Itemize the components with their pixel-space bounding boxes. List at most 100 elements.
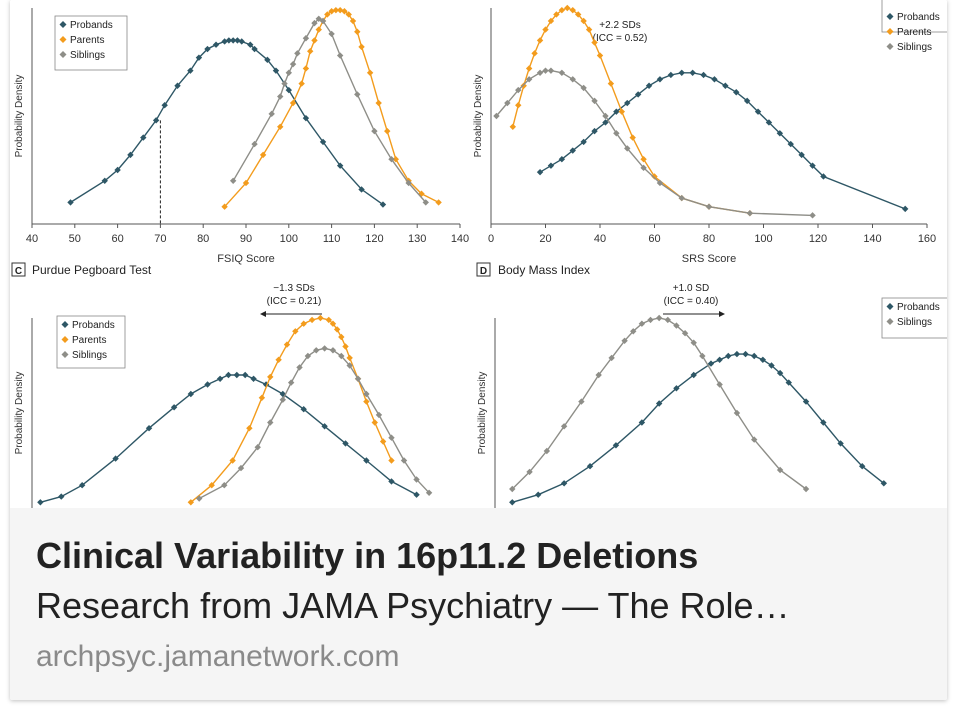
data-point-parents (392, 156, 399, 163)
data-point-probands (233, 371, 241, 379)
data-point-probands (388, 478, 395, 485)
legend-label-probands: Probands (72, 320, 115, 331)
data-point-parents (580, 17, 587, 25)
data-point-probands (127, 151, 134, 159)
data-point-probands (743, 97, 751, 105)
data-point-parents (311, 37, 318, 44)
data-point-siblings (638, 320, 646, 327)
legend-marker-siblings (886, 318, 894, 325)
data-point-probands (787, 140, 794, 148)
data-point-probands (759, 356, 767, 363)
data-point-siblings (281, 80, 288, 87)
data-point-siblings (329, 347, 337, 354)
data-point-siblings (354, 91, 361, 98)
data-point-probands (212, 41, 220, 48)
data-point-siblings (422, 199, 429, 206)
y-axis-label: Probability Density (14, 75, 25, 158)
data-point-parents (536, 37, 544, 44)
legend-box (54, 15, 128, 71)
legend-marker-probands (61, 321, 69, 328)
data-point-parents (267, 373, 274, 381)
legend-label-parents: Parents (897, 27, 931, 38)
data-point-siblings (678, 194, 685, 202)
data-point-probands (145, 425, 153, 432)
data-point-probands (880, 480, 887, 487)
data-point-parents (283, 341, 291, 348)
legend: Probands Parents Siblings (56, 315, 126, 369)
data-point-parents (333, 326, 341, 333)
data-point-parents (315, 26, 322, 33)
data-point-probands (591, 127, 598, 135)
data-point-siblings (237, 464, 245, 472)
x-tick-label: 110 (323, 233, 341, 245)
figure-image: 40 50 60 70 80 90 100 110 120 130 140 FSIQ Score Pro… (10, 0, 947, 508)
data-point-probands (602, 119, 609, 126)
x-tick-label: 80 (703, 233, 715, 245)
data-point-parents (542, 26, 549, 33)
data-point-probands (586, 463, 594, 470)
series-line-parents (190, 317, 393, 503)
data-point-parents (569, 6, 576, 14)
x-tick-label: 40 (594, 233, 606, 245)
data-point-parents (242, 179, 250, 187)
caption-domain: archpsyc.jamanetwork.com (36, 640, 400, 673)
data-point-probands (655, 400, 663, 407)
data-point-probands (785, 379, 792, 386)
panel-letter-box (11, 262, 26, 277)
data-point-parents (275, 356, 282, 363)
data-point-parents (338, 333, 345, 341)
data-point-parents (332, 6, 340, 14)
data-point-probands (535, 491, 542, 498)
legend-label-siblings: Siblings (70, 50, 105, 61)
data-point-siblings (591, 97, 598, 105)
data-point-siblings (254, 444, 261, 451)
data-point-probands (569, 147, 576, 154)
data-point-probands (319, 138, 327, 146)
data-point-probands (140, 134, 147, 141)
x-tick-label: 20 (539, 233, 551, 245)
data-point-siblings (716, 381, 723, 388)
data-point-probands (645, 82, 653, 89)
data-point-probands (859, 463, 866, 470)
data-point-probands (78, 482, 86, 489)
legend-marker-siblings (886, 43, 894, 50)
data-point-probands (558, 156, 566, 163)
data-point-parents (558, 6, 566, 14)
data-point-siblings (602, 112, 609, 120)
data-point-siblings (251, 140, 258, 148)
legend-label-probands: Probands (897, 302, 940, 313)
legend-label-probands: Probands (70, 20, 113, 31)
link-preview-card[interactable]: 40 50 60 70 80 90 100 110 120 130 140 FSIQ Score Pro… (10, 0, 947, 700)
data-point-siblings (279, 396, 286, 403)
data-point-probands (358, 186, 365, 193)
data-point-siblings (578, 398, 585, 405)
data-point-probands (161, 102, 168, 109)
data-point-siblings (690, 339, 697, 346)
data-point-siblings (354, 375, 362, 382)
data-point-siblings (285, 69, 292, 76)
data-point-probands (809, 162, 816, 169)
legend-marker-parents (61, 336, 69, 343)
data-point-siblings (525, 76, 533, 83)
legend-label-probands: Probands (897, 12, 940, 23)
x-tick-label: 100 (754, 233, 772, 245)
data-point-siblings (613, 130, 620, 137)
data-point-probands (754, 108, 762, 115)
data-point-siblings (287, 379, 295, 386)
data-point-probands (776, 130, 784, 137)
series-line-probands (40, 374, 417, 503)
series-siblings (509, 314, 810, 493)
data-point-siblings (655, 314, 663, 322)
data-point-siblings (229, 177, 237, 184)
legend-marker-probands (59, 21, 67, 28)
data-point-probands (264, 56, 271, 64)
series-line-probands (512, 353, 885, 503)
data-point-parents (509, 123, 516, 130)
series-siblings (229, 15, 429, 206)
data-point-probands (776, 369, 784, 377)
legend-marker-parents (59, 36, 67, 43)
data-point-siblings (425, 489, 433, 496)
data-point-siblings (277, 93, 284, 100)
data-point-probands (711, 76, 718, 83)
